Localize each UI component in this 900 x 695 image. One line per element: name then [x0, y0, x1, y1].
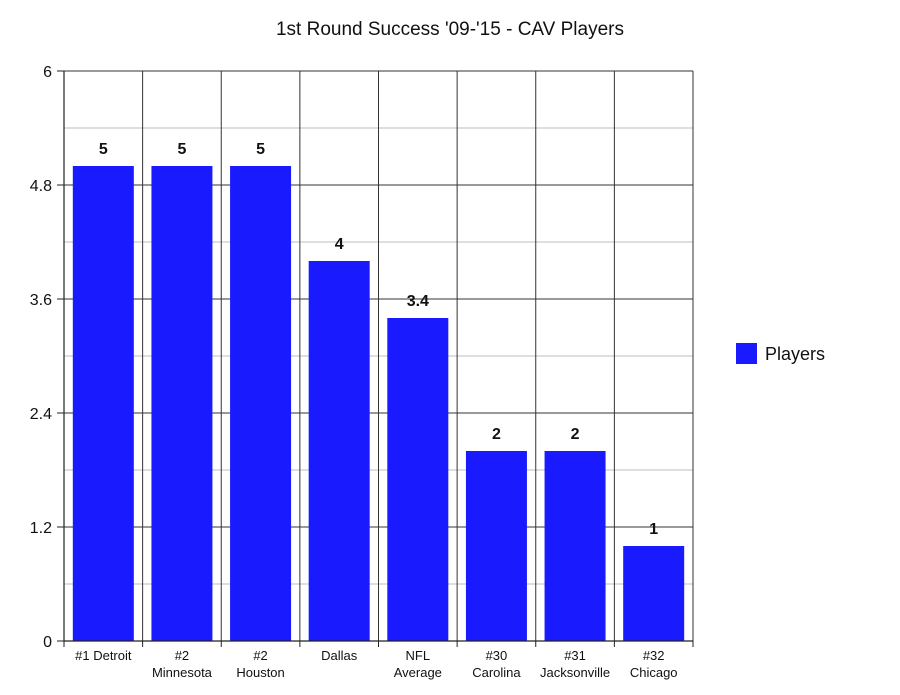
y-tick-label: 2.4 — [30, 406, 52, 423]
data-label: 1 — [649, 521, 658, 538]
y-tick-label: 6 — [43, 64, 52, 81]
data-label: 5 — [99, 141, 108, 158]
y-tick-label: 4.8 — [30, 178, 52, 195]
data-label: 5 — [256, 141, 265, 158]
bar — [151, 166, 213, 641]
data-label: 4 — [335, 236, 344, 253]
bar — [308, 261, 370, 641]
chart-title: 1st Round Success '09-'15 - CAV Players — [276, 19, 624, 40]
x-tick-label: #2 Minnesota — [152, 648, 213, 680]
x-tick-label: Dallas — [321, 648, 358, 663]
data-label: 3.4 — [407, 293, 429, 310]
legend-label: Players — [765, 344, 825, 364]
bar — [623, 546, 685, 641]
x-tick-label: #32 Chicago — [630, 648, 678, 680]
y-tick-label: 1.2 — [30, 520, 52, 537]
x-tick-label: #31 Jacksonville — [540, 648, 610, 680]
bar — [465, 451, 527, 641]
bars: 5 5 5 4 3.4 2 2 1 — [72, 141, 685, 641]
bar — [72, 166, 134, 641]
legend-swatch — [736, 343, 757, 364]
bar — [387, 318, 449, 641]
bar — [230, 166, 292, 641]
x-tick-label: #2 Houston — [236, 648, 284, 680]
legend: Players — [736, 343, 825, 364]
axes: 0 1.2 2.4 3.6 4.8 6 #1 Detroit #2 Minnesota #2 Hou… — [30, 64, 694, 680]
y-tick-label: 0 — [43, 634, 52, 651]
data-label: 5 — [177, 141, 186, 158]
data-label: 2 — [571, 426, 580, 443]
x-tick-label: #30 Carolina — [472, 648, 521, 680]
y-tick-label: 3.6 — [30, 292, 52, 309]
x-tick-label: #1 Detroit — [75, 648, 132, 663]
data-label: 2 — [492, 426, 501, 443]
bar — [544, 451, 606, 641]
x-tick-label: NFL Average — [394, 648, 442, 680]
